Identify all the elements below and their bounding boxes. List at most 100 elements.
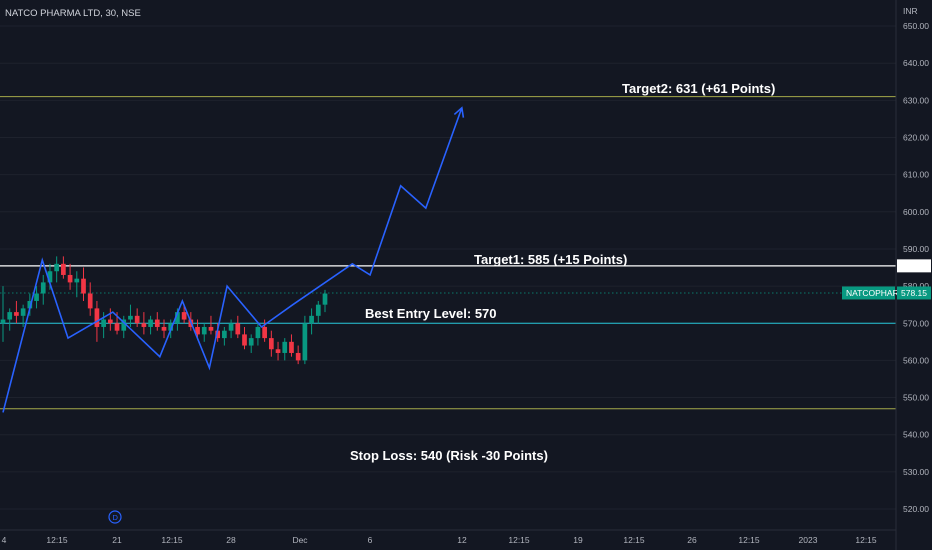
candle-body xyxy=(74,278,80,283)
y-tick-label: 570.00 xyxy=(903,318,929,328)
x-tick-label: 12 xyxy=(457,535,467,545)
candle-body xyxy=(309,315,314,324)
x-tick-label: 19 xyxy=(573,535,583,545)
candle-body xyxy=(208,326,214,331)
candle xyxy=(295,345,301,365)
projection-arrowhead xyxy=(453,106,465,118)
x-tick-label: 12:15 xyxy=(738,535,760,545)
candle xyxy=(107,308,113,331)
candle-body xyxy=(121,319,127,331)
candle xyxy=(20,304,26,327)
candle-body xyxy=(215,330,221,339)
candle xyxy=(7,308,13,331)
x-tick-label: 12:15 xyxy=(161,535,183,545)
candle-body xyxy=(107,319,113,324)
candle-body xyxy=(114,323,120,331)
candle-body xyxy=(228,323,234,331)
y-tick-label: 610.00 xyxy=(903,170,929,180)
candle-body xyxy=(181,312,187,320)
candle-body xyxy=(282,341,288,353)
candle xyxy=(282,338,288,361)
candle xyxy=(87,282,93,316)
annotation-entry: Best Entry Level: 570 xyxy=(365,306,497,321)
candle-body xyxy=(61,263,66,275)
candle xyxy=(148,315,153,335)
candle-body xyxy=(302,323,308,361)
candle xyxy=(181,304,187,324)
annotation-stop-loss: Stop Loss: 540 (Risk -30 Points) xyxy=(350,448,548,463)
candle-body xyxy=(134,315,140,324)
projection-path-group xyxy=(2,106,465,413)
candle-body xyxy=(195,326,200,335)
candle-body xyxy=(27,300,33,309)
price-tag-level-value: 585.45 xyxy=(901,261,927,271)
y-tick-label: 550.00 xyxy=(903,393,929,403)
x-tick-label: 2023 xyxy=(799,535,818,545)
candle-body xyxy=(54,263,60,272)
candle xyxy=(268,330,274,357)
candle xyxy=(27,293,33,316)
price-tag-symbol-box xyxy=(897,286,931,300)
candle-body xyxy=(275,349,281,353)
price-axis[interactable]: 520.00 530.00 540.00 550.00 560.00 570.00 580.… xyxy=(903,21,929,514)
candle-body xyxy=(0,319,6,324)
candle xyxy=(161,319,167,339)
candle xyxy=(201,323,207,342)
candle-body xyxy=(235,323,241,335)
candle-body xyxy=(154,319,160,327)
candle xyxy=(208,315,214,335)
y-tick-label: 640.00 xyxy=(903,58,929,68)
x-tick-label: 12:15 xyxy=(855,535,877,545)
candle-body xyxy=(20,308,26,316)
y-tick-label: 650.00 xyxy=(903,21,929,31)
dividend-circle-icon[interactable] xyxy=(108,510,122,524)
candle-body xyxy=(81,278,86,294)
y-tick-label: 600.00 xyxy=(903,207,929,217)
chart-title: NATCO PHARMA LTD, 30, NSE xyxy=(5,8,141,19)
candle xyxy=(222,326,227,346)
dividend-d-icon: D xyxy=(113,513,119,522)
x-tick-label: 12:15 xyxy=(508,535,530,545)
candle xyxy=(309,308,314,335)
x-tick-label: 26 xyxy=(687,535,697,545)
x-tick-label: 6 xyxy=(368,535,373,545)
x-tick-label: 4 xyxy=(2,535,7,545)
candle xyxy=(74,271,80,298)
candle-body xyxy=(168,323,174,331)
y-tick-label: 560.00 xyxy=(903,355,929,365)
price-tag-symbol-label: NATCOPHARM xyxy=(846,288,906,298)
candle xyxy=(67,263,73,290)
candle-body xyxy=(242,334,247,346)
price-tag-symbol-value: 578.15 xyxy=(901,288,927,298)
candle-body xyxy=(87,293,93,309)
price-tag-level: 585.45 xyxy=(897,259,931,273)
x-tick-label: 12:15 xyxy=(46,535,68,545)
time-axis[interactable]: 4 12:15 21 12:15 28 Dec 6 12 12:15 19 12:15 26 12:15… xyxy=(2,535,877,545)
candle xyxy=(54,256,60,283)
x-tick-label: Dec xyxy=(292,535,308,545)
candle-body xyxy=(161,326,167,331)
price-tag-symbol: NATCOPHARM 578.15 xyxy=(842,286,931,300)
annotations: Target2: 631 (+61 Points) Target1: 585 (… xyxy=(350,81,775,463)
projection-path xyxy=(2,107,463,413)
candle xyxy=(40,274,46,305)
candle xyxy=(61,256,66,279)
candle-body xyxy=(248,338,254,346)
y-tick-label: 630.00 xyxy=(903,95,929,105)
y-tick-label: 620.00 xyxy=(903,133,929,143)
dividend-marker[interactable]: D xyxy=(108,510,122,524)
candle xyxy=(275,341,281,361)
candle xyxy=(248,334,254,353)
candle-body xyxy=(34,293,39,301)
candle-body xyxy=(262,326,267,339)
candle-body xyxy=(222,330,227,339)
price-tags: 585.45 NATCOPHARM 578.15 xyxy=(842,259,931,300)
y-tick-label: 530.00 xyxy=(903,467,929,477)
currency-label: INR xyxy=(903,6,918,16)
y-tick-label: 580.00 xyxy=(903,281,929,291)
candle-body xyxy=(40,282,46,294)
candle-body xyxy=(128,315,133,320)
price-tag-symbol-label-box xyxy=(842,286,895,300)
x-tick-label: 12:15 xyxy=(623,535,645,545)
